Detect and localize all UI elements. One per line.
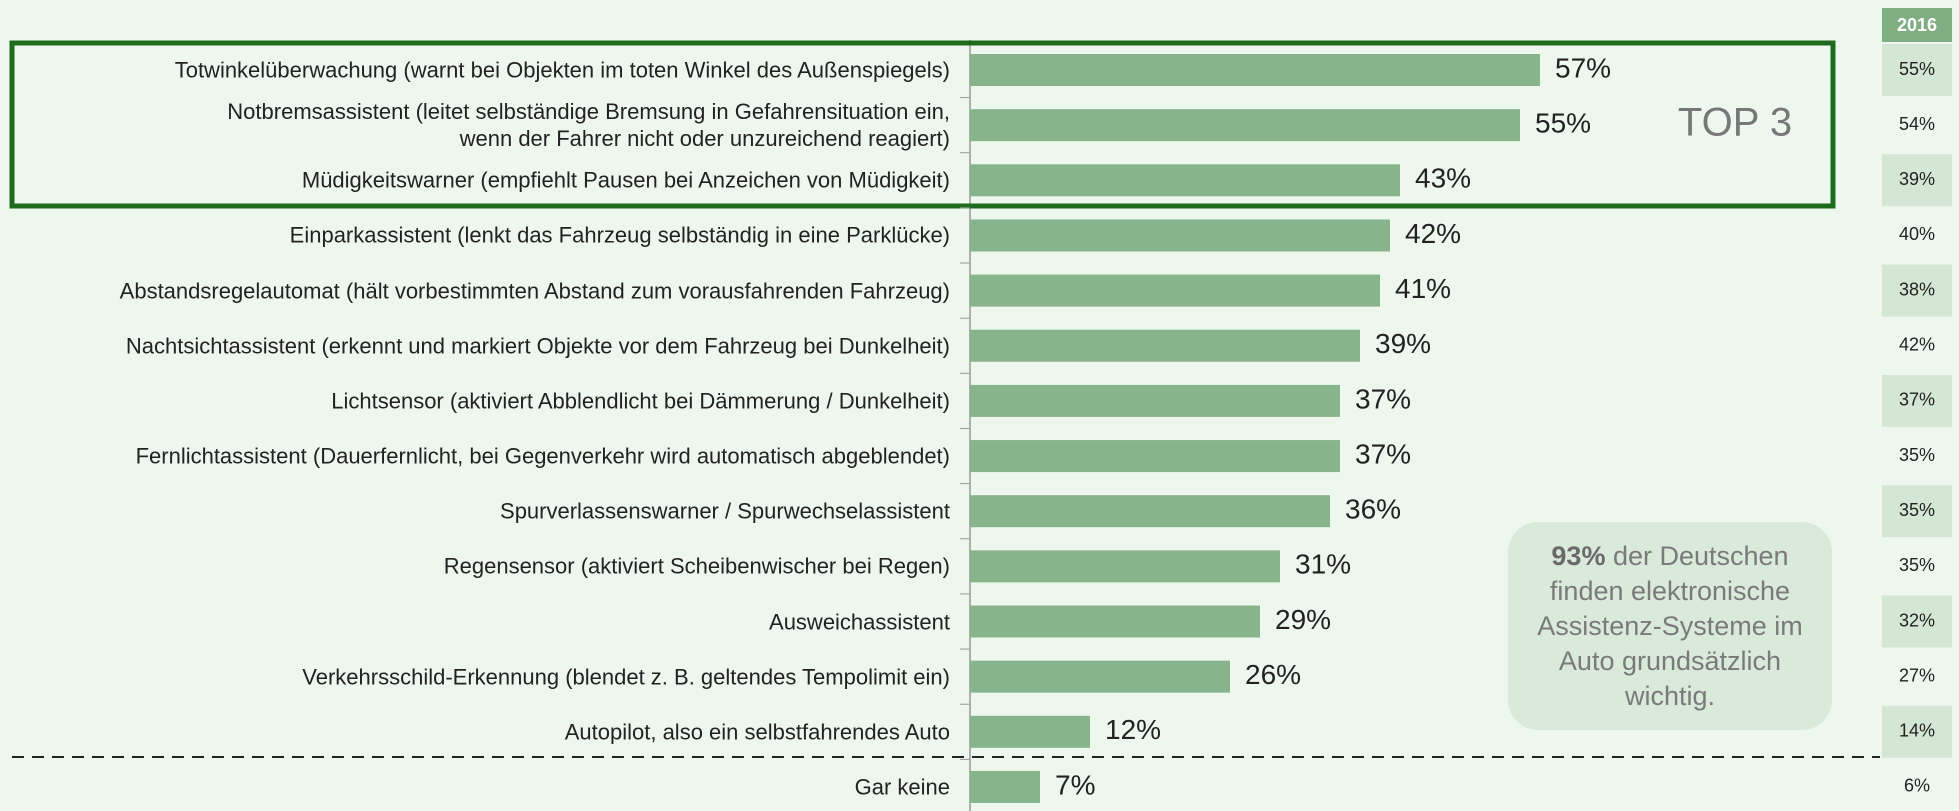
- comparison-value: 32%: [1899, 610, 1935, 630]
- comparison-header: 2016: [1897, 15, 1937, 35]
- bar: [970, 219, 1390, 252]
- comparison-value: 55%: [1899, 59, 1935, 79]
- comparison-cell: [1882, 595, 1952, 648]
- bar: [970, 54, 1540, 86]
- bar: [970, 495, 1330, 528]
- comparison-value: 54%: [1899, 114, 1935, 134]
- category-label: Lichtsensor (aktiviert Abblendlicht bei …: [331, 388, 950, 414]
- value-label: 43%: [1415, 163, 1471, 194]
- category-label: Regensensor (aktiviert Scheibenwischer b…: [443, 553, 950, 579]
- comparison-value: 14%: [1899, 721, 1935, 741]
- value-label: 36%: [1345, 494, 1401, 525]
- value-label: 55%: [1535, 108, 1591, 139]
- category-label: Notbremsassistent (leitet selbständige B…: [227, 99, 950, 152]
- annotation-highlight: 93%: [1551, 540, 1606, 571]
- value-label: 29%: [1275, 604, 1331, 635]
- comparison-value: 40%: [1899, 224, 1935, 244]
- comparison-cell: [1882, 374, 1952, 427]
- comparison-value: 35%: [1899, 445, 1935, 465]
- comparison-cell: [1882, 485, 1952, 538]
- comparison-cell: [1882, 264, 1952, 317]
- bar: [970, 329, 1360, 362]
- bar: [970, 660, 1230, 693]
- annotation-line: Assistenz-Systeme im: [1537, 609, 1803, 644]
- annotation-line: wichtig.: [1625, 679, 1715, 714]
- top3-label: TOP 3: [1678, 101, 1792, 145]
- annotation-box: [1508, 522, 1832, 730]
- value-label: 7%: [1055, 769, 1095, 800]
- bar: [970, 605, 1260, 638]
- annotation-text: Auto grundsätzlich: [1558, 645, 1782, 676]
- comparison-value: 37%: [1899, 390, 1935, 410]
- category-label: Fernlichtassistent (Dauerfernlicht, bei …: [135, 443, 950, 469]
- category-label: Autopilot, also ein selbstfahrendes Auto: [564, 719, 950, 745]
- category-label: Einparkassistent (lenkt das Fahrzeug sel…: [289, 222, 950, 248]
- comparison-value: 42%: [1899, 335, 1935, 355]
- category-label: Gar keine: [854, 774, 950, 800]
- value-label: 31%: [1295, 549, 1351, 580]
- bar: [970, 274, 1380, 307]
- annotation-text: Assistenz-Systeme im: [1537, 610, 1803, 641]
- category-label: Totwinkelüberwachung (warnt bei Objekten…: [174, 57, 950, 83]
- annotation-line: 93% der Deutschen: [1551, 539, 1788, 574]
- category-label: Ausweichassistent: [769, 609, 950, 634]
- value-label: 26%: [1245, 659, 1301, 690]
- category-label: Müdigkeitswarner (empfiehlt Pausen bei A…: [301, 167, 950, 193]
- value-label: 57%: [1555, 52, 1611, 83]
- comparison-value: 38%: [1899, 279, 1935, 299]
- annotation-text: wichtig.: [1624, 680, 1716, 711]
- bar: [970, 715, 1090, 748]
- comparison-value: 39%: [1899, 169, 1935, 189]
- comparison-value: 6%: [1904, 776, 1930, 796]
- bar: [970, 164, 1400, 197]
- bar: [970, 770, 1040, 803]
- category-label: Abstandsregelautomat (hält vorbestimmten…: [119, 278, 950, 304]
- comparison-header-bg: [1882, 8, 1952, 42]
- bar: [970, 109, 1520, 142]
- value-label: 12%: [1105, 714, 1161, 745]
- category-label: Nachtsichtassistent (erkennt und markier…: [125, 333, 950, 359]
- annotation-line: Auto grundsätzlich: [1559, 644, 1781, 679]
- annotation-line: finden elektronische: [1550, 574, 1790, 609]
- top3-box: [9, 40, 1836, 209]
- category-label: Spurverlassenswarner / Spurwechselassist…: [500, 498, 950, 524]
- value-label: 39%: [1375, 328, 1431, 359]
- comparison-value: 27%: [1899, 665, 1935, 685]
- bar: [970, 384, 1340, 417]
- value-label: 37%: [1355, 438, 1411, 469]
- value-label: 42%: [1405, 218, 1461, 249]
- annotation-text: der Deutschen: [1612, 540, 1789, 571]
- comparison-value: 35%: [1899, 500, 1935, 520]
- comparison-cell: [1882, 154, 1952, 207]
- category-label: Verkehrsschild-Erkennung (blendet z. B. …: [302, 664, 950, 690]
- bar: [970, 550, 1280, 583]
- value-label: 41%: [1395, 273, 1451, 304]
- bar: [970, 440, 1340, 473]
- value-label: 37%: [1355, 383, 1411, 414]
- comparison-cell: [1882, 44, 1952, 96]
- comparison-value: 35%: [1899, 555, 1935, 575]
- annotation-text: finden elektronische: [1549, 575, 1791, 606]
- comparison-cell: [1882, 705, 1952, 758]
- annotation: 93% der Deutschen finden elektronische Ass…: [1508, 522, 1832, 730]
